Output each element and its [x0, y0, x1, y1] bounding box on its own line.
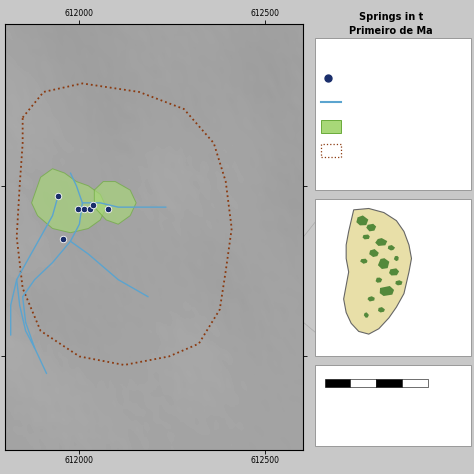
Text: Fuse 23 S - South America...: Fuse 23 S - South America... [321, 415, 410, 420]
Text: Projection Universal Transv...: Projection Universal Transv... [321, 401, 412, 406]
Point [104, 206, 111, 213]
Polygon shape [360, 259, 367, 264]
Polygon shape [356, 216, 368, 226]
Polygon shape [366, 224, 376, 231]
Text: Primeiro de Maio: Primeiro de Maio [348, 121, 419, 130]
Bar [321, 120, 341, 133]
Text: Springs in t: Springs in t [359, 12, 423, 22]
Point [74, 206, 82, 213]
Bar [376, 379, 402, 387]
Polygon shape [378, 258, 389, 269]
Polygon shape [388, 245, 395, 250]
Bar [350, 379, 376, 387]
Polygon shape [32, 169, 106, 233]
Polygon shape [364, 312, 369, 318]
Polygon shape [375, 238, 387, 246]
Bar [325, 379, 350, 387]
Text: Watershed: Watershed [348, 145, 393, 154]
Polygon shape [367, 296, 375, 301]
Text: 100  50   0: 100 50 0 [328, 367, 361, 372]
Text: Primeiro de Ma: Primeiro de Ma [349, 26, 433, 36]
Point [86, 206, 94, 213]
Bar [402, 379, 428, 387]
Point [59, 236, 67, 243]
Bar [321, 144, 341, 157]
Point [55, 193, 62, 201]
Polygon shape [375, 278, 382, 283]
Text: Hydrography: Hydrography [348, 98, 403, 106]
Bar [315, 199, 471, 356]
Bar [315, 38, 471, 190]
Text: Springs: Springs [348, 74, 380, 82]
Polygon shape [389, 268, 399, 275]
Polygon shape [395, 280, 402, 285]
Text: Legend: Legend [328, 48, 368, 58]
Polygon shape [378, 307, 385, 312]
Text: 100: 100 [399, 367, 411, 372]
Point [80, 206, 88, 213]
Polygon shape [380, 286, 394, 296]
Polygon shape [369, 249, 379, 257]
Polygon shape [394, 256, 399, 261]
Polygon shape [94, 182, 136, 224]
Polygon shape [344, 209, 411, 334]
Polygon shape [363, 235, 370, 239]
Bar [315, 365, 471, 446]
Point [89, 201, 97, 209]
